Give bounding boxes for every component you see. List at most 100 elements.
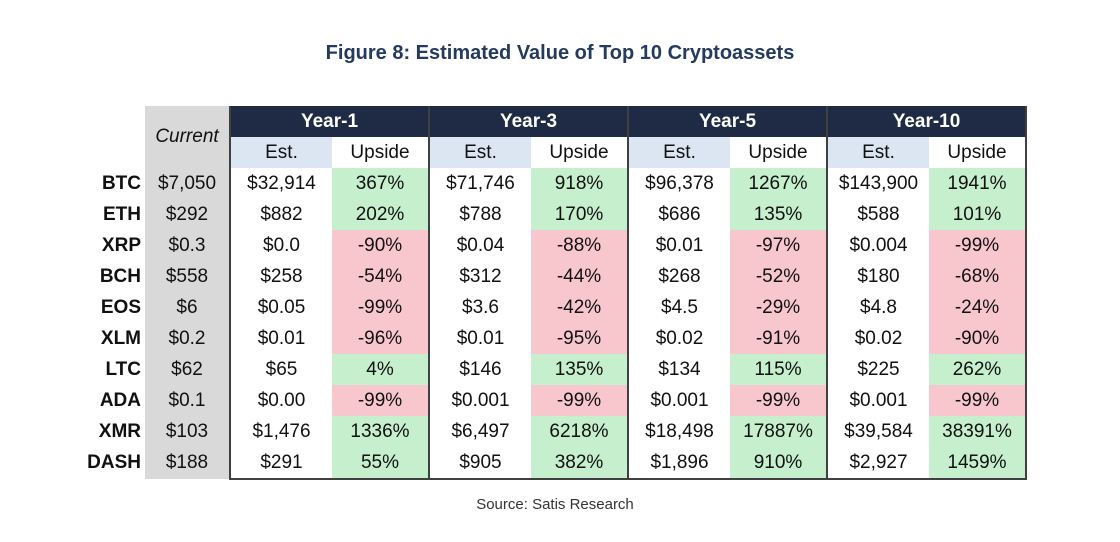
ticker-cell: XMR bbox=[98, 420, 141, 442]
upside-cell: 135% bbox=[730, 199, 828, 230]
ticker-header bbox=[78, 106, 145, 168]
upside-cell: -99% bbox=[332, 385, 430, 416]
estimate-cell: $268 bbox=[627, 261, 730, 292]
current-price-cell: $103 bbox=[145, 416, 230, 447]
period-header-row: Current Year-1 Year-3 Year-5 Year-10 bbox=[78, 106, 1027, 168]
estimate-cell: $0.01 bbox=[428, 323, 531, 354]
current-price-cell: $7,050 bbox=[145, 168, 230, 199]
subheader-est: Est. bbox=[428, 137, 531, 168]
upside-cell: -99% bbox=[531, 385, 629, 416]
estimate-cell: $258 bbox=[229, 261, 332, 292]
upside-cell: -99% bbox=[929, 230, 1027, 261]
upside-cell: -99% bbox=[730, 385, 828, 416]
upside-cell: -99% bbox=[332, 292, 430, 323]
ticker-cell: ADA bbox=[99, 389, 141, 411]
upside-cell: -88% bbox=[531, 230, 629, 261]
upside-cell: 4% bbox=[332, 354, 430, 385]
upside-cell: 17887% bbox=[730, 416, 828, 447]
upside-cell: -96% bbox=[332, 323, 430, 354]
estimate-cell: $71,746 bbox=[428, 168, 531, 199]
subheader-est: Est. bbox=[229, 137, 332, 168]
estimate-cell: $65 bbox=[229, 354, 332, 385]
estimate-cell: $134 bbox=[627, 354, 730, 385]
current-price-cell: $0.3 bbox=[145, 230, 230, 261]
upside-cell: 6218% bbox=[531, 416, 629, 447]
period-header-year-10: Year-10 bbox=[826, 106, 1027, 137]
estimate-cell: $788 bbox=[428, 199, 531, 230]
upside-cell: -42% bbox=[531, 292, 629, 323]
table-body: BTC $7,050 $32,914 367% $71,746 918% $96,378 12… bbox=[78, 168, 1027, 480]
current-price-cell: $292 bbox=[145, 199, 230, 230]
estimate-cell: $4.8 bbox=[826, 292, 929, 323]
estimate-cell: $0.01 bbox=[627, 230, 730, 261]
upside-cell: 38391% bbox=[929, 416, 1027, 447]
estimate-cell: $0.001 bbox=[627, 385, 730, 416]
ticker-cell: DASH bbox=[87, 452, 141, 473]
upside-cell: -97% bbox=[730, 230, 828, 261]
upside-cell: -90% bbox=[332, 230, 430, 261]
period-header-year-5: Year-5 bbox=[627, 106, 828, 137]
estimate-cell: $882 bbox=[229, 199, 332, 230]
current-price-cell: $0.1 bbox=[145, 385, 230, 416]
upside-cell: -91% bbox=[730, 323, 828, 354]
upside-cell: 1459% bbox=[929, 447, 1027, 480]
table-row: ADA $0.1 $0.00 -99% $0.001 -99% $0.001 -99% $0.0… bbox=[78, 385, 1027, 416]
table-row: XMR $103 $1,476 1336% $6,497 6218% $18,498 1788… bbox=[78, 416, 1027, 447]
estimate-cell: $0.04 bbox=[428, 230, 531, 261]
table-row: LTC $62 $65 4% $146 135% $134 115% $225 262% bbox=[78, 354, 1027, 385]
estimate-cell: $905 bbox=[428, 447, 531, 480]
upside-cell: -54% bbox=[332, 261, 430, 292]
upside-cell: -68% bbox=[929, 261, 1027, 292]
upside-cell: -24% bbox=[929, 292, 1027, 323]
table-row: XRP $0.3 $0.0 -90% $0.04 -88% $0.01 -97% $0.004-… bbox=[78, 230, 1027, 261]
upside-cell: 262% bbox=[929, 354, 1027, 385]
table-row: BCH $558 $258 -54% $312 -44% $268 -52% $180 -68% bbox=[78, 261, 1027, 292]
upside-cell: 910% bbox=[730, 447, 828, 480]
table-row: DASH $188 $291 55% $905 382% $1,896 910% $2,927 1… bbox=[78, 447, 1027, 480]
current-header: Current bbox=[145, 106, 230, 168]
estimate-cell: $0.004 bbox=[826, 230, 929, 261]
ticker-cell: XRP bbox=[101, 234, 141, 256]
estimate-cell: $6,497 bbox=[428, 416, 531, 447]
current-price-cell: $0.2 bbox=[145, 323, 230, 354]
estimate-cell: $0.001 bbox=[428, 385, 531, 416]
crypto-value-table: Current Year-1 Year-3 Year-5 Year-10 Est… bbox=[78, 106, 1027, 480]
estimate-cell: $0.00 bbox=[229, 385, 332, 416]
ticker-cell: BCH bbox=[99, 265, 141, 287]
source-note: Source: Satis Research bbox=[476, 496, 634, 513]
upside-cell: -52% bbox=[730, 261, 828, 292]
upside-cell: 1267% bbox=[730, 168, 828, 199]
table-row: ETH $292 $882 202% $788 170% $686 135% $588 101% bbox=[78, 199, 1027, 230]
upside-cell: 170% bbox=[531, 199, 629, 230]
upside-cell: 135% bbox=[531, 354, 629, 385]
estimate-cell: $4.5 bbox=[627, 292, 730, 323]
estimate-cell: $143,900 bbox=[826, 168, 929, 199]
estimate-cell: $588 bbox=[826, 199, 929, 230]
estimate-cell: $32,914 bbox=[229, 168, 332, 199]
current-price-cell: $62 bbox=[145, 354, 230, 385]
table-row: XLM $0.2 $0.01 -96% $0.01 -95% $0.02 -91% $0.02-… bbox=[78, 323, 1027, 354]
subheader-est: Est. bbox=[627, 137, 730, 168]
estimate-cell: $291 bbox=[229, 447, 332, 480]
upside-cell: 918% bbox=[531, 168, 629, 199]
estimate-cell: $0.02 bbox=[826, 323, 929, 354]
period-header-year-1: Year-1 bbox=[229, 106, 430, 137]
upside-cell: -44% bbox=[531, 261, 629, 292]
ticker-cell: XLM bbox=[100, 327, 141, 349]
current-price-cell: $188 bbox=[145, 447, 230, 479]
subheader-upside: Upside bbox=[531, 137, 629, 168]
subheader-upside: Upside bbox=[730, 137, 828, 168]
upside-cell: -90% bbox=[929, 323, 1027, 354]
ticker-cell: LTC bbox=[105, 358, 141, 380]
upside-cell: -95% bbox=[531, 323, 629, 354]
upside-cell: 202% bbox=[332, 199, 430, 230]
estimate-cell: $0.05 bbox=[229, 292, 332, 323]
subheader-est: Est. bbox=[826, 137, 929, 168]
estimate-cell: $146 bbox=[428, 354, 531, 385]
figure-title: Figure 8: Estimated Value of Top 10 Cryp… bbox=[325, 42, 795, 64]
table-row: EOS $6 $0.05 -99% $3.6 -42% $4.5 -29% $4.8 -24% bbox=[78, 292, 1027, 323]
estimate-cell: $0.01 bbox=[229, 323, 332, 354]
upside-cell: 367% bbox=[332, 168, 430, 199]
table-row: BTC $7,050 $32,914 367% $71,746 918% $96,378 12… bbox=[78, 168, 1027, 199]
period-header-year-3: Year-3 bbox=[428, 106, 629, 137]
